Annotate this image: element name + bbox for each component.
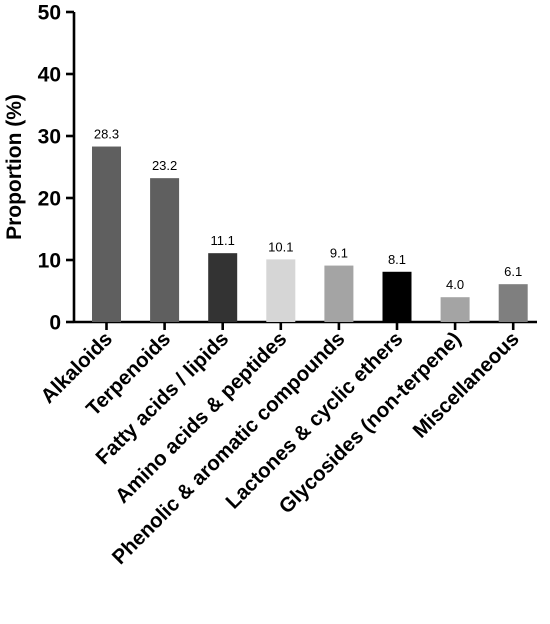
y-axis-title: Proportion (%) xyxy=(3,94,26,240)
data-label: 23.2 xyxy=(152,158,177,173)
y-tick-label: 10 xyxy=(38,250,61,273)
bar xyxy=(498,284,528,322)
data-label: 6.1 xyxy=(504,264,522,279)
y-tick-label: 0 xyxy=(49,312,61,335)
bar xyxy=(382,271,412,322)
data-label: 8.1 xyxy=(388,252,406,267)
data-label: 11.1 xyxy=(211,233,235,248)
y-ticks: 0 10 20 30 40 50 xyxy=(38,2,74,335)
data-label: 28.3 xyxy=(94,127,119,142)
data-label: 9.1 xyxy=(330,246,348,261)
y-tick-label: 20 xyxy=(38,188,61,211)
bar xyxy=(150,178,180,322)
bar xyxy=(440,297,470,322)
data-label: 4.0 xyxy=(446,277,464,292)
y-tick-label: 50 xyxy=(38,2,61,25)
bar xyxy=(324,265,354,322)
data-label: 10.1 xyxy=(268,239,293,254)
bar xyxy=(266,259,296,322)
data-labels: 28.3 23.2 11.1 10.1 9.1 8.1 4.0 6.1 xyxy=(94,127,522,293)
bar xyxy=(208,253,238,322)
x-tick-label: Miscellaneous xyxy=(408,327,523,442)
bars xyxy=(92,146,528,322)
bar xyxy=(92,146,121,322)
y-tick-label: 30 xyxy=(38,126,61,149)
y-tick-label: 40 xyxy=(38,64,61,87)
